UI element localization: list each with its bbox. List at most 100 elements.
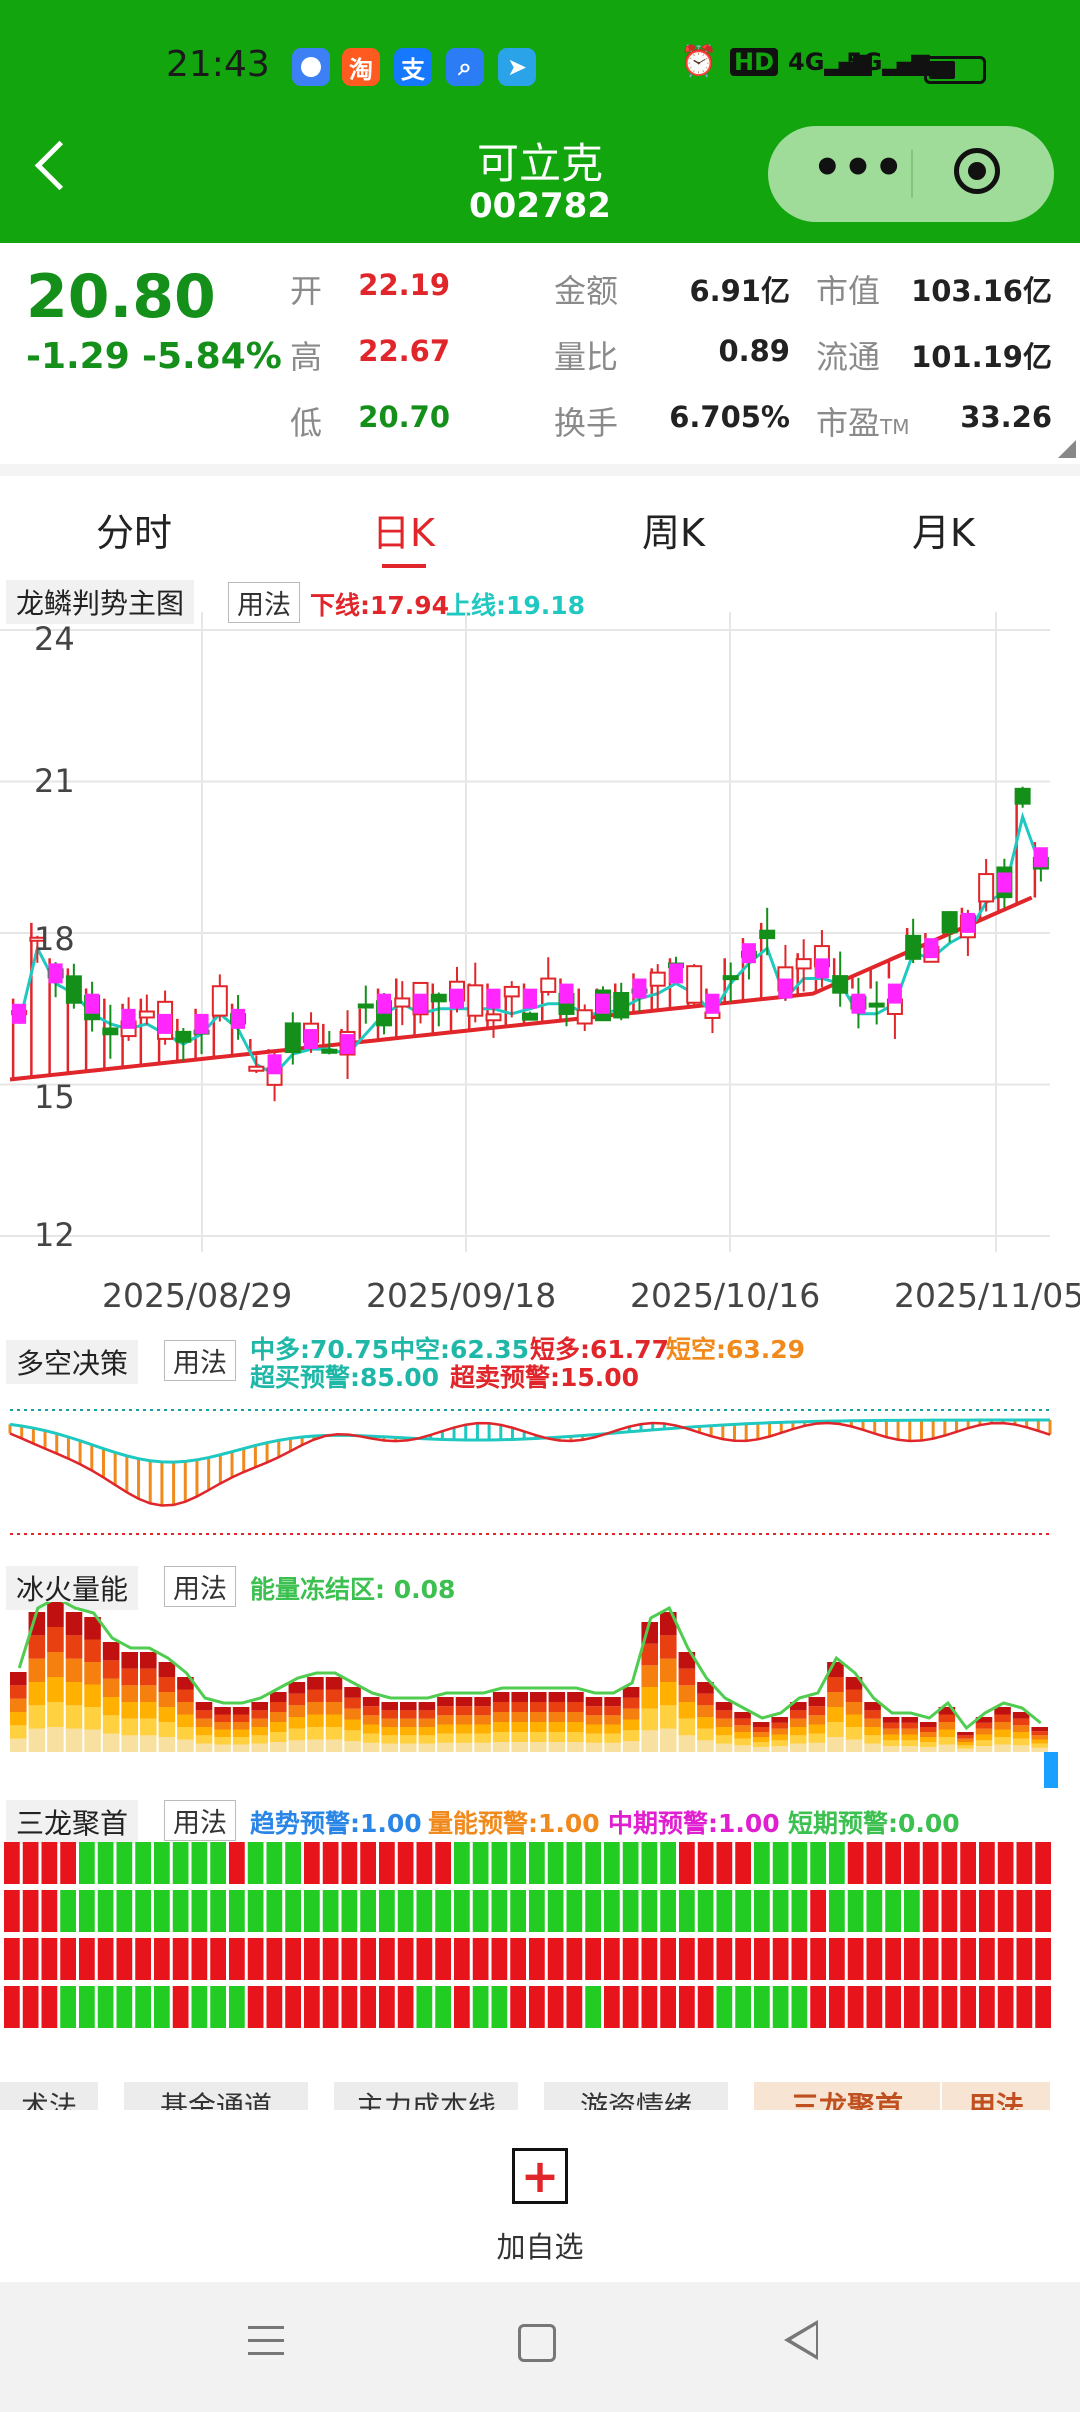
- candle-body: [321, 1048, 338, 1054]
- duokong-usage-button[interactable]: 用法: [164, 1340, 236, 1381]
- volume-segment: [455, 1706, 473, 1716]
- volume-segment: [715, 1743, 733, 1752]
- tab-monthly-k[interactable]: 月K: [912, 511, 975, 555]
- volume-segment: [84, 1639, 101, 1662]
- volume-segment: [957, 1748, 974, 1752]
- signal-block: [632, 978, 647, 999]
- volume-segment: [177, 1689, 194, 1702]
- quote-label-2-2: 市盈TM: [816, 404, 910, 442]
- volume-segment: [920, 1737, 937, 1742]
- candle-body: [65, 975, 82, 1004]
- volume-segment: [752, 1722, 770, 1727]
- sanlong-cell: [829, 1938, 845, 1980]
- indicator-tab-2[interactable]: 基金通道: [124, 2082, 308, 2110]
- indicator-tab-3[interactable]: 主力成本线: [334, 2082, 518, 2110]
- price-change: -1.29: [26, 336, 130, 377]
- volume-segment: [1031, 1735, 1048, 1740]
- volume-segment: [808, 1724, 826, 1734]
- short-line: [9, 1421, 1051, 1507]
- sanlong-usage-button[interactable]: 用法: [164, 1800, 236, 1841]
- signal-block: [924, 938, 939, 959]
- volume-segment: [307, 1714, 324, 1727]
- sanlong-cell: [416, 1986, 433, 2028]
- candle-body: [686, 965, 703, 1004]
- volume-segment: [938, 1744, 956, 1752]
- sanlong-cell: [379, 1842, 395, 1884]
- volume-segment: [288, 1693, 306, 1706]
- volume-segment: [418, 1735, 436, 1744]
- volume-segment: [270, 1722, 287, 1732]
- volume-segment: [325, 1739, 343, 1752]
- volume-segment: [678, 1702, 696, 1719]
- tab-intraday[interactable]: 分时: [96, 511, 173, 555]
- volume-segment: [344, 1687, 361, 1698]
- volume-segment: [381, 1735, 398, 1744]
- candlestick-chart[interactable]: [0, 612, 1080, 1332]
- sanlong-cell: [941, 1842, 958, 1884]
- volume-segment: [678, 1685, 696, 1702]
- close-miniprogram-icon[interactable]: [954, 148, 1000, 194]
- sanlong-cell: [266, 1938, 283, 1980]
- sanlong-cell: [172, 1890, 189, 1932]
- volume-segment: [381, 1727, 398, 1736]
- volume-segment: [1012, 1718, 1030, 1726]
- tab-weekly-k[interactable]: 周K: [642, 511, 705, 555]
- sanlong-cell: [322, 1890, 339, 1932]
- candle-body: [576, 1009, 593, 1025]
- sanlong-cell: [904, 1890, 920, 1932]
- volume-segment: [400, 1710, 417, 1719]
- volume-segment: [530, 1742, 547, 1752]
- volume-segment: [362, 1742, 380, 1752]
- quote-label-1-2: 流通: [816, 338, 881, 376]
- volume-segment: [901, 1734, 918, 1741]
- volume-segment: [715, 1735, 733, 1744]
- main-chart-usage-button[interactable]: 用法: [228, 582, 300, 623]
- sanlong-cell: [266, 1890, 283, 1932]
- indicator-tab-1[interactable]: 术法: [0, 2082, 98, 2110]
- volume-segment: [771, 1717, 788, 1723]
- volume-segment: [622, 1697, 640, 1709]
- sanlong-cell: [172, 1842, 189, 1884]
- home-icon[interactable]: [518, 2324, 556, 2362]
- volume-segment: [604, 1706, 621, 1716]
- sanlong-cell: [622, 1890, 639, 1932]
- more-icon[interactable]: •••: [811, 140, 905, 196]
- bingfire-usage-button[interactable]: 用法: [164, 1566, 236, 1607]
- active-tab-indicator: [382, 564, 426, 568]
- volume-segment: [1012, 1738, 1030, 1746]
- indicator-tab-4[interactable]: 游资情绪: [544, 2082, 728, 2110]
- sanlong-cell: [529, 1842, 545, 1884]
- menu-icon[interactable]: [248, 2326, 284, 2355]
- volume-segment: [660, 1728, 677, 1752]
- sanlong-cell: [79, 1938, 95, 1980]
- volume-segment: [270, 1712, 287, 1722]
- sanlong-cell: [1035, 1842, 1051, 1884]
- indicator-tab-6[interactable]: 用法: [942, 2082, 1050, 2110]
- sanlong-cell: [1035, 1986, 1051, 2028]
- mini-program-capsule: •••: [768, 126, 1054, 222]
- indicator-tab-5[interactable]: 三龙聚首: [754, 2082, 940, 2110]
- sanlong-cell: [341, 1842, 358, 1884]
- add-watchlist-icon[interactable]: +: [512, 2148, 568, 2204]
- signal-block: [304, 1029, 319, 1050]
- volume-segment: [455, 1724, 473, 1734]
- volume-segment: [270, 1702, 287, 1712]
- volume-segment: [752, 1727, 770, 1732]
- sanlong-cell: [622, 1938, 639, 1980]
- sanlong-cell: [360, 1890, 376, 1932]
- volume-segment: [362, 1706, 380, 1716]
- volume-segment: [214, 1737, 231, 1745]
- signal-block: [814, 958, 829, 979]
- expand-corner-icon[interactable]: [1058, 440, 1076, 458]
- add-watchlist-label[interactable]: 加自选: [496, 2230, 584, 2264]
- volume-segment: [511, 1742, 528, 1752]
- volume-segment: [232, 1744, 250, 1752]
- sanlong-cell: [810, 1986, 826, 2028]
- sanlong-cell: [491, 1842, 508, 1884]
- sanlong-cell: [22, 1938, 39, 1980]
- sanlong-cell: [604, 1986, 620, 2028]
- sanlong-cell: [60, 1986, 76, 2028]
- sanlong-cell: [435, 1842, 451, 1884]
- tab-daily-k[interactable]: 日K: [372, 511, 435, 555]
- alarm-icon: ⏰: [680, 44, 718, 79]
